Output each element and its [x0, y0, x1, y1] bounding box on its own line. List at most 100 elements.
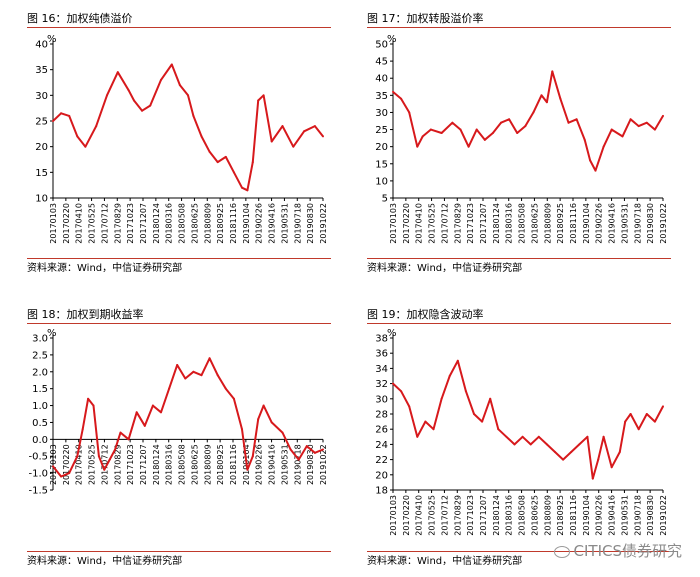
- data-point: [637, 428, 640, 431]
- data-point: [95, 125, 98, 128]
- x-tick-label: 20191022: [659, 495, 668, 536]
- x-tick-label: 20170525: [428, 495, 437, 536]
- data-point: [424, 420, 427, 423]
- data-point: [567, 121, 570, 124]
- data-point: [87, 397, 90, 400]
- x-tick-label: 20181116: [229, 444, 238, 485]
- data-point: [246, 468, 249, 471]
- data-point: [270, 421, 273, 424]
- line-chart: % 5 10 15 20 25 30 35 40 45 50 20170103 20170220 2017…: [375, 34, 668, 244]
- line-chart: % 18 20 22 24 26 28 30 32 34 36 38 20170103 20170220 2…: [375, 328, 668, 536]
- data-point: [459, 128, 462, 131]
- data-point: [103, 468, 106, 471]
- x-tick-label: 20170220: [62, 444, 71, 485]
- watermark: CITICS债券研究: [553, 540, 682, 561]
- x-tick-label: 20170525: [428, 203, 437, 244]
- x-tick-label: 20180124: [152, 444, 161, 485]
- data-point: [559, 97, 562, 100]
- x-tick-label: 20170712: [440, 495, 449, 536]
- x-tick-label: 20171207: [479, 495, 488, 536]
- data-point: [610, 466, 613, 469]
- y-tick-label: 30: [35, 91, 48, 102]
- data-point: [322, 448, 324, 451]
- data-point: [594, 169, 597, 172]
- x-tick-label: 20170712: [440, 203, 449, 244]
- data-point: [200, 374, 203, 377]
- data-point: [589, 159, 592, 162]
- data-point: [662, 114, 664, 117]
- y-unit-label: %: [47, 34, 57, 45]
- data-point: [489, 397, 492, 400]
- y-tick-label: 1.5: [32, 384, 48, 395]
- x-tick-label: 20180925: [216, 444, 225, 485]
- data-point: [570, 451, 573, 453]
- data-point: [464, 390, 467, 393]
- data-point: [241, 428, 243, 431]
- data-point: [141, 109, 144, 112]
- chart-source: 资料来源：Wind，中信证券研究部: [27, 556, 183, 567]
- data-point: [440, 397, 443, 400]
- data-point: [216, 161, 219, 164]
- x-tick-label: 20180925: [556, 495, 565, 536]
- x-tick-label: 20171023: [466, 495, 475, 536]
- data-point: [84, 145, 87, 148]
- x-tick-label: 20180508: [178, 203, 187, 244]
- data-point: [92, 404, 95, 407]
- data-point: [516, 131, 519, 134]
- y-tick-label: 34: [375, 364, 388, 375]
- data-point: [168, 387, 171, 390]
- data-point: [262, 404, 265, 407]
- x-tick-label: 20190718: [293, 203, 302, 244]
- data-point: [176, 364, 179, 367]
- chart-panel-2: 图 17：加权转股溢价率 % 5 10 15 20 25 30 35 40 45 50 2017010…: [367, 12, 671, 277]
- data-point: [133, 99, 135, 102]
- y-tick-label: -1.5: [28, 486, 48, 497]
- data-point: [475, 128, 478, 131]
- series-line: [392, 359, 664, 480]
- data-point: [429, 128, 432, 131]
- watermark-text: CITICS债券研究: [573, 542, 682, 560]
- data-point: [537, 435, 540, 438]
- x-tick-label: 20170103: [389, 203, 398, 244]
- x-tick-label: 20190226: [255, 444, 264, 485]
- y-unit-label: %: [387, 328, 397, 339]
- y-tick-label: 40: [375, 74, 388, 85]
- x-tick-label: 20170220: [402, 203, 411, 244]
- y-tick-label: 10: [35, 194, 48, 205]
- data-point: [554, 451, 556, 453]
- y-tick-label: 0.0: [32, 435, 48, 446]
- data-point: [481, 420, 484, 423]
- data-point: [653, 420, 656, 423]
- chart-title: 图 16：加权纯债溢价: [27, 12, 133, 25]
- x-tick-label: 20190531: [620, 203, 629, 244]
- data-point: [408, 111, 411, 114]
- x-tick-label: 20181116: [229, 203, 238, 244]
- series-line: [52, 63, 324, 192]
- y-tick-label: 1.0: [32, 401, 48, 412]
- data-point: [232, 397, 235, 400]
- x-tick-label: 20180625: [190, 444, 199, 485]
- data-point: [149, 104, 152, 107]
- data-point: [591, 477, 594, 480]
- x-tick-label: 20170712: [100, 444, 109, 485]
- x-tick-label: 20180925: [556, 203, 565, 244]
- y-tick-label: 30: [375, 394, 388, 405]
- data-point: [400, 390, 403, 393]
- x-tick-label: 20180124: [492, 495, 501, 536]
- x-tick-label: 20190830: [306, 444, 315, 485]
- x-tick-label: 20190104: [582, 203, 591, 244]
- data-point: [513, 443, 516, 446]
- line-chart: % -1.5 -1.0 -0.5 0.0 0.5 1.0 1.5 2.0 2.5 3.0 201701…: [28, 328, 328, 497]
- chart-source: 资料来源：Wind，中信证券研究部: [367, 556, 523, 567]
- x-tick-label: 20171207: [139, 203, 148, 244]
- x-tick-label: 20170410: [75, 203, 84, 244]
- chart-panel-4: 图 19：加权隐含波动率 % 18 20 22 24 26 28 30 32 34 36 38 2017…: [367, 308, 671, 570]
- y-tick-label: 10: [375, 176, 388, 187]
- data-point: [81, 428, 84, 431]
- x-tick-label: 20190416: [608, 203, 617, 244]
- data-point: [52, 465, 54, 468]
- title-rule: [27, 323, 331, 324]
- data-point: [521, 435, 524, 438]
- data-point: [421, 135, 424, 138]
- x-tick-label: 20180809: [543, 203, 552, 244]
